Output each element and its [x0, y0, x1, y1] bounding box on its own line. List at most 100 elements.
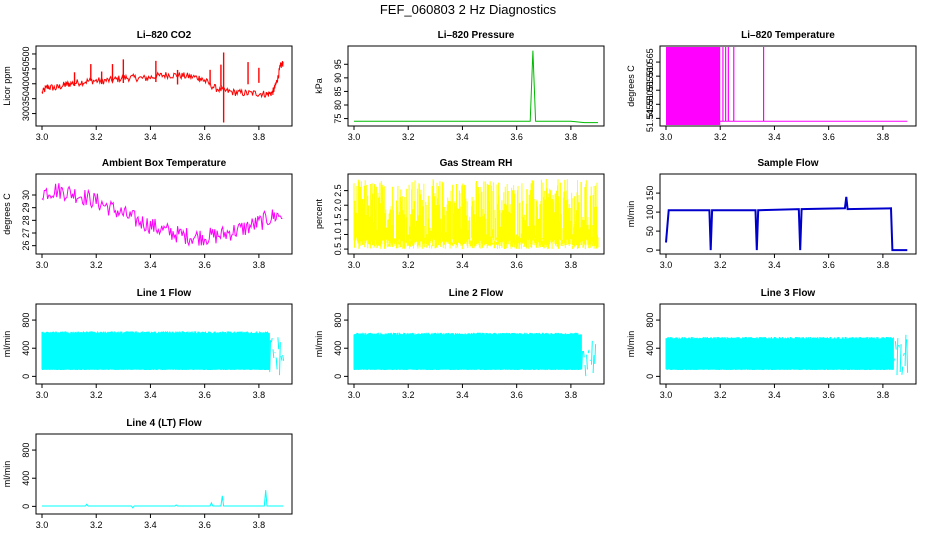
y-tick-label: 0: [645, 374, 655, 379]
y-tick-label: 1.0: [333, 228, 343, 241]
panel-9: Line 3 Flow 3.0 3.2 3.4 3.6 3.8 0 400 800 ml/min: [626, 288, 917, 400]
plot-frame: [347, 173, 605, 255]
y-tick-label: 51.560: [645, 62, 655, 90]
panel-title: Ambient Box Temperature: [102, 158, 227, 169]
x-tick-label: 3.6: [198, 390, 211, 400]
plot-frame: [659, 303, 917, 385]
plot-frame: [659, 45, 917, 127]
data-band: [665, 337, 894, 370]
y-tick-label: 0: [645, 248, 655, 253]
x-tick-label: 3.4: [768, 132, 781, 142]
x-tick-label: 3.4: [456, 132, 469, 142]
x-tick-label: 3.0: [660, 390, 673, 400]
x-tick-label: 3.6: [198, 260, 211, 270]
x-tick-label: 3.4: [144, 132, 157, 142]
y-axis-label: percent: [314, 198, 324, 229]
y-tick-label: 30: [21, 190, 31, 200]
plot-area: [41, 52, 284, 123]
x-tick-label: 3.0: [348, 390, 361, 400]
panel-7: Line 1 Flow 3.0 3.2 3.4 3.6 3.8 0 400 800 ml/min: [2, 288, 293, 400]
plot-area: [41, 331, 285, 376]
y-axis-label: Licor ppm: [2, 66, 12, 106]
y-tick-label: 95: [333, 59, 343, 69]
y-axis-label: ml/min: [626, 331, 636, 358]
x-tick-label: 3.8: [877, 390, 890, 400]
x-tick-label: 3.6: [822, 390, 835, 400]
y-tick-label: 50: [645, 226, 655, 236]
y-tick-label: 400: [21, 341, 31, 356]
plot-frame: [347, 303, 605, 385]
y-tick-label: 90: [333, 73, 343, 83]
y-tick-label: 500: [21, 46, 31, 61]
panel-6: Sample Flow 3.0 3.2 3.4 3.6 3.8 0 50 100 150 ml/mi…: [626, 158, 917, 270]
plot-area: [42, 490, 284, 509]
panel-8: Line 2 Flow 3.0 3.2 3.4 3.6 3.8 0 400 800 ml/min: [314, 288, 605, 400]
data-band: [353, 179, 599, 250]
plot-frame: [35, 433, 293, 515]
x-tick-label: 3.8: [565, 132, 578, 142]
x-tick-label: 3.4: [768, 390, 781, 400]
y-tick-label: 2.0: [333, 199, 343, 212]
panel-4: Ambient Box Temperature 3.0 3.2 3.4 3.6 3.8 26…: [2, 158, 293, 270]
x-tick-label: 3.6: [510, 260, 523, 270]
panel-5: Gas Stream RH 3.0 3.2 3.4 3.6 3.8 0.5 1.01.5 2.0…: [314, 158, 605, 270]
x-tick-label: 3.8: [253, 260, 266, 270]
x-tick-label: 3.2: [714, 390, 727, 400]
x-tick-label: 3.8: [565, 390, 578, 400]
plot-area: [353, 179, 599, 250]
x-tick-label: 3.4: [144, 260, 157, 270]
y-axis-label: ml/min: [626, 201, 636, 228]
data-tail: [893, 334, 909, 376]
y-tick-label: 85: [333, 86, 343, 96]
panel-title: Li–820 Temperature: [741, 30, 835, 41]
series-line-1: [354, 50, 598, 124]
x-tick-label: 3.4: [768, 260, 781, 270]
panel-1: Li–820 CO2 3.0 3.2 3.4 3.6 3.8 300350400450500…: [2, 30, 293, 142]
x-tick-label: 3.6: [198, 132, 211, 142]
panel-title: Line 1 Flow: [137, 288, 192, 299]
y-tick-label: 800: [333, 313, 343, 328]
x-tick-label: 3.2: [90, 260, 103, 270]
x-tick-label: 3.2: [402, 260, 415, 270]
x-tick-label: 3.6: [198, 520, 211, 530]
y-tick-label: 51.565: [645, 48, 655, 76]
panel-title: Sample Flow: [757, 158, 818, 169]
x-tick-label: 3.2: [714, 260, 727, 270]
y-tick-label: 51.550: [645, 91, 655, 119]
y-tick-label: 350: [21, 91, 31, 106]
y-axis-label: degrees C: [626, 65, 636, 107]
y-tick-label: 26: [21, 241, 31, 251]
y-tick-label: 100: [645, 205, 655, 220]
y-tick-label: 800: [645, 313, 655, 328]
y-tick-label: 0: [21, 504, 31, 509]
x-tick-label: 3.8: [877, 260, 890, 270]
plot-frame: [659, 173, 917, 255]
panel-2: Li–820 Pressure 3.0 3.2 3.4 3.6 3.8 75 80 85 90 95…: [314, 30, 605, 142]
x-tick-label: 3.8: [253, 520, 266, 530]
panel-10: Line 4 (LT) Flow 3.0 3.2 3.4 3.6 3.8 0 400 800 ml…: [2, 418, 293, 530]
y-tick-label: 75: [333, 114, 343, 124]
plot-frame: [347, 45, 605, 127]
plot-area: [41, 183, 283, 247]
plot-area: [665, 334, 909, 376]
x-tick-label: 3.4: [144, 520, 157, 530]
y-tick-label: 400: [21, 76, 31, 91]
y-tick-label: 27: [21, 228, 31, 238]
x-tick-label: 3.4: [144, 390, 157, 400]
x-tick-label: 3.8: [877, 132, 890, 142]
y-tick-label: 0: [333, 374, 343, 379]
y-tick-label: 150: [645, 186, 655, 201]
x-tick-label: 3.0: [660, 132, 673, 142]
y-tick-label: 300: [21, 106, 31, 121]
x-tick-label: 3.0: [36, 132, 49, 142]
x-tick-label: 3.4: [456, 390, 469, 400]
y-tick-label: 2.5: [333, 184, 343, 197]
x-tick-label: 3.2: [402, 132, 415, 142]
panel-title: Gas Stream RH: [440, 158, 513, 169]
panel-title: Line 2 Flow: [449, 288, 504, 299]
x-tick-label: 3.0: [36, 260, 49, 270]
y-tick-label: 400: [645, 341, 655, 356]
y-tick-label: 51.545: [645, 105, 655, 133]
x-tick-label: 3.2: [402, 390, 415, 400]
